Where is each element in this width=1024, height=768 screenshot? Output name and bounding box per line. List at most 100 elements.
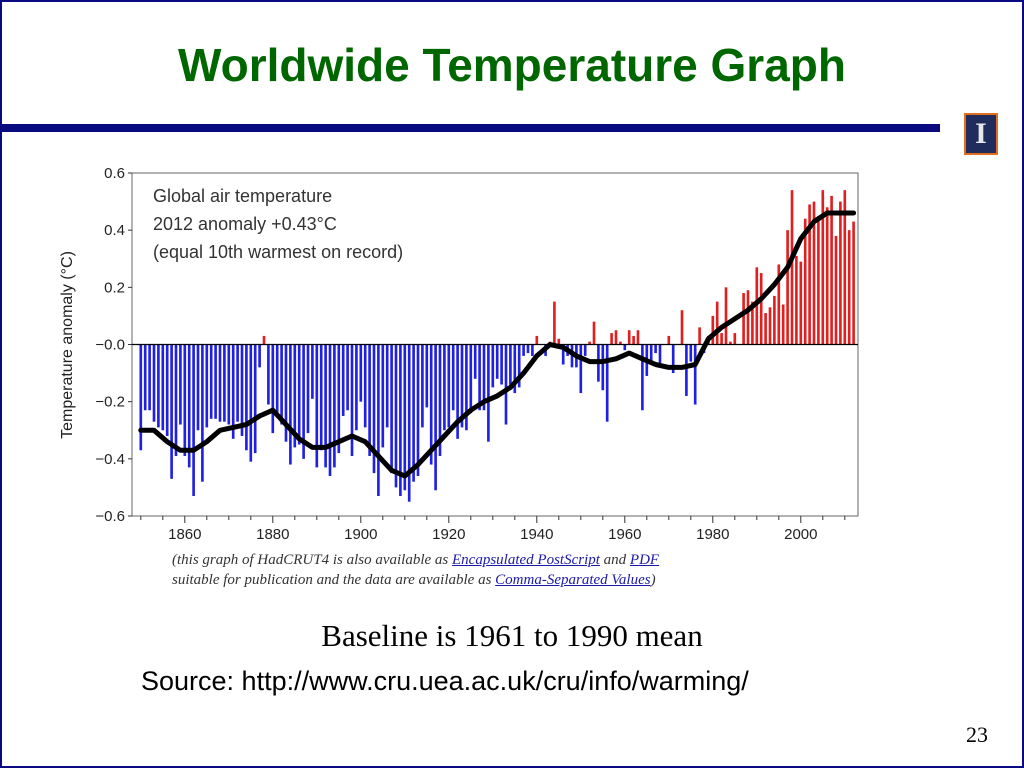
anomaly-bar <box>535 335 539 345</box>
anomaly-bar <box>394 344 398 488</box>
anomaly-bar <box>438 344 442 456</box>
anomaly-bar <box>183 344 187 456</box>
anomaly-bar <box>812 201 816 345</box>
anomaly-bar <box>759 273 763 345</box>
anomaly-bar <box>729 341 732 345</box>
anomaly-bar <box>284 344 288 442</box>
anomaly-bar <box>240 344 244 436</box>
anomaly-bar <box>825 207 829 345</box>
anomaly-bar <box>601 344 605 391</box>
anomaly-bar <box>720 333 723 345</box>
anomaly-bar <box>306 344 310 434</box>
anomaly-bar <box>280 344 283 425</box>
anomaly-bar <box>143 344 147 411</box>
anomaly-bar <box>399 344 402 496</box>
anomaly-bar <box>456 344 459 439</box>
anomaly-bar <box>808 204 811 345</box>
x-tick-label: 1920 <box>432 526 465 543</box>
anomaly-bar <box>473 344 477 379</box>
anomaly-bar <box>337 344 341 454</box>
anomaly-bar <box>443 344 446 431</box>
anomaly-bar <box>526 344 530 354</box>
anomaly-bar <box>522 344 525 356</box>
csv-link[interactable]: Comma-Separated Values <box>495 572 651 588</box>
anomaly-bar <box>781 304 785 345</box>
anomaly-bar <box>561 344 565 365</box>
anomaly-bar <box>768 307 772 345</box>
anomaly-bar <box>434 344 437 491</box>
anomaly-bar <box>385 344 389 428</box>
anomaly-bar <box>201 344 204 482</box>
caption-text: and <box>599 552 630 568</box>
anomaly-bar <box>847 230 851 345</box>
title-rule <box>0 124 940 132</box>
anomaly-bar <box>843 190 847 345</box>
anomaly-bar <box>165 344 169 436</box>
anomaly-bar <box>170 344 173 479</box>
y-tick-label: −0.0 <box>95 337 125 354</box>
y-axis-label: Temperature anomaly (°C) <box>59 251 76 439</box>
anomaly-bar <box>297 344 301 445</box>
anomaly-bar <box>623 344 627 351</box>
anomaly-bar <box>403 344 407 491</box>
anomaly-bar <box>328 344 332 476</box>
anomaly-bar <box>407 344 411 502</box>
anomaly-bar <box>447 344 451 428</box>
anomaly-bar <box>425 344 429 408</box>
anomaly-bar <box>381 344 385 448</box>
anomaly-bar <box>289 344 292 465</box>
anomaly-bar <box>693 344 697 405</box>
temperature-chart: 0.6 0.4 0.2 −0.0 −0.2 −0.4 −0.6 1860 1880 1900 192… <box>59 165 859 543</box>
caption-text: suitable for publication and the data ar… <box>172 572 496 588</box>
smoothed-line <box>138 210 857 479</box>
anomaly-bar <box>795 255 798 345</box>
anomaly-bar <box>821 190 825 345</box>
anomaly-bar <box>390 344 393 474</box>
anomaly-bar <box>773 295 776 345</box>
anomaly-bar <box>777 264 781 345</box>
anomaly-bar <box>355 344 358 431</box>
anomaly-bar <box>790 190 794 345</box>
eps-link[interactable]: Encapsulated PostScript <box>452 552 600 568</box>
anomaly-bar <box>372 344 376 474</box>
anomaly-bar <box>262 335 266 345</box>
x-tick-label: 1940 <box>520 526 553 543</box>
anomaly-bar <box>324 344 327 468</box>
anomaly-bar <box>478 344 481 411</box>
anomaly-bar <box>667 335 671 345</box>
university-logo: I <box>964 113 998 155</box>
anomaly-bar <box>839 201 842 345</box>
anomaly-bar <box>311 344 314 399</box>
anomaly-bar <box>451 344 455 411</box>
y-tick-label: −0.2 <box>95 394 125 411</box>
y-tick-label: −0.6 <box>95 508 125 525</box>
anomaly-bar <box>654 344 657 354</box>
anomaly-bar <box>689 344 693 362</box>
anomaly-bar <box>509 344 512 385</box>
anomaly-bar <box>495 344 499 379</box>
anomaly-bar <box>698 327 701 345</box>
anomaly-bar <box>627 330 631 345</box>
anomaly-bar <box>786 230 789 345</box>
anomaly-bar <box>711 315 715 345</box>
anomaly-bar <box>174 344 178 456</box>
anomaly-bar <box>592 321 596 345</box>
y-tick-label: 0.4 <box>104 222 125 239</box>
anomaly-bar <box>214 344 217 419</box>
anomaly-bar <box>799 261 803 345</box>
anomaly-bar <box>636 330 640 345</box>
anomaly-bar <box>139 344 143 451</box>
anomaly-bar <box>588 341 591 345</box>
annotation-line: Global air temperature <box>153 186 332 206</box>
anomaly-bar <box>236 344 239 422</box>
baseline-note: Baseline is 1961 to 1990 mean <box>321 618 703 653</box>
anomaly-bar <box>271 344 275 434</box>
anomaly-bar <box>557 338 561 345</box>
x-tick-label: 1860 <box>168 526 201 543</box>
anomaly-bar <box>161 344 165 431</box>
anomaly-bar <box>680 310 684 345</box>
pdf-link[interactable]: PDF <box>629 552 660 568</box>
anomaly-bar <box>192 344 195 496</box>
anomaly-bar <box>817 215 820 345</box>
anomaly-bar <box>227 344 231 425</box>
